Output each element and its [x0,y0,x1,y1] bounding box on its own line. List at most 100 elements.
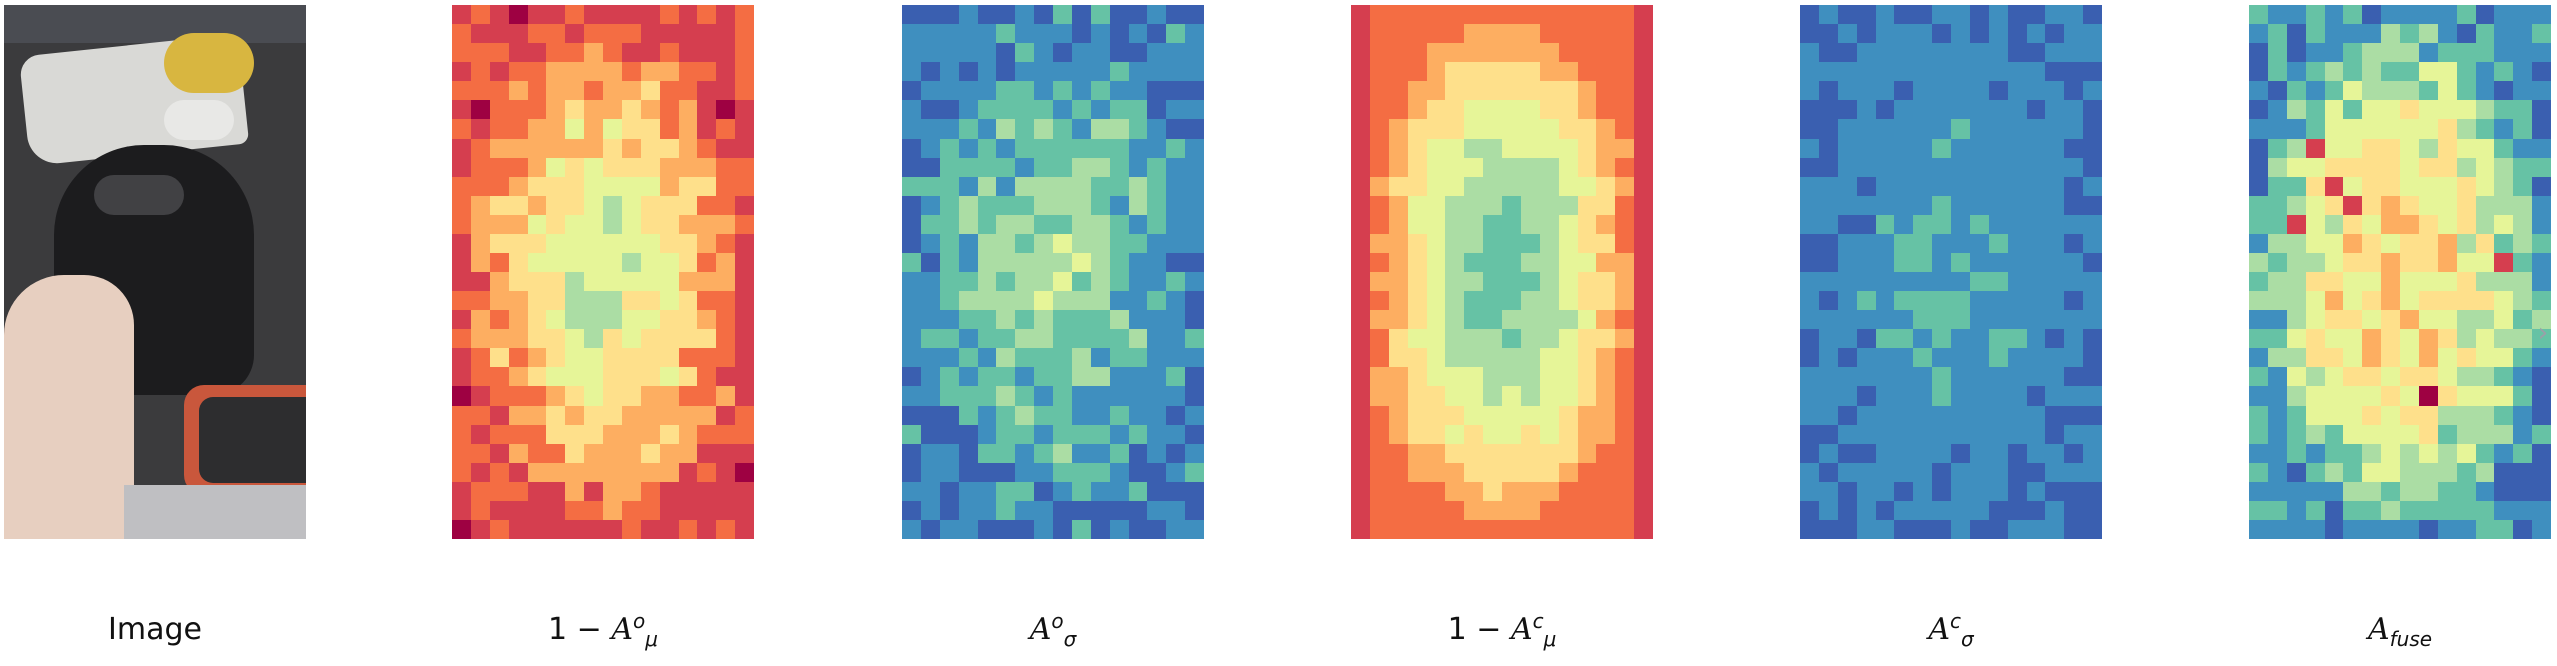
heatmap-cell [1426,24,1446,45]
heatmap-cell [902,272,921,292]
heatmap-cell [1015,500,1035,521]
heatmap-cell [977,348,997,369]
heatmap-cell [2532,481,2551,502]
heatmap-cell [565,195,585,216]
heatmap-cell [1388,252,1408,273]
heatmap-cell [716,481,736,502]
heatmap-cell [2305,81,2325,102]
heatmap-cell [1351,176,1370,197]
heatmap-cell [1951,119,1970,140]
heatmap-cell [1166,24,1186,45]
heatmap-cell [1351,405,1370,426]
heatmap-cell [1166,291,1186,312]
heatmap-cell [902,519,921,539]
heatmap-cell [508,443,528,464]
one-minus-a-mu-o-heatmap [452,5,754,539]
heatmap-cell [1875,386,1895,407]
heatmap-cell [902,81,921,102]
heatmap-cell [1034,500,1054,521]
heatmap-cell [527,119,547,140]
heatmap-cell [1969,462,1989,483]
heatmap-cell [1558,233,1578,254]
heatmap-cell [1577,424,1597,445]
heatmap-cell [1445,100,1465,121]
heatmap-cell [678,252,698,273]
heatmap-cell [958,195,978,216]
heatmap-cell [1483,519,1503,539]
heatmap-cell [1615,348,1635,369]
heatmap-cell [1464,348,1484,369]
heatmap-cell [1615,481,1635,502]
heatmap-cell [1369,214,1389,235]
heatmap-cell [470,62,490,83]
heatmap-cell [1988,157,2008,178]
heatmap-cell [489,481,509,502]
heatmap-cell [1015,157,1035,178]
heatmap-cell [1596,462,1616,483]
heatmap-cell [1932,272,1952,292]
heatmap-cell [1034,195,1054,216]
caption-a-fuse: Afuse [2249,612,2551,649]
heatmap-cell [1875,272,1895,292]
heatmap-cell [1913,367,1933,388]
heatmap-cell [565,405,585,426]
heatmap-cell [1053,367,1072,388]
heatmap-cell [1483,481,1503,502]
heatmap-cell [1166,233,1186,254]
heatmap-cell [1558,329,1578,350]
heatmap-cell [1520,5,1540,25]
heatmap-cell [489,291,509,312]
heatmap-cell [2324,5,2344,25]
heatmap-cell [546,424,566,445]
heatmap-cell [697,138,717,159]
heatmap-cell [2343,62,2363,83]
heatmap-cell [1369,348,1389,369]
heatmap-cell [2026,348,2046,369]
heatmap-cell [659,24,679,45]
heatmap-cell [1445,81,1465,102]
heatmap-cell [2381,405,2401,426]
heatmap-cell [2381,462,2401,483]
heatmap-cell [1426,100,1446,121]
heatmap-cell [977,138,997,159]
heatmap-cell [2532,272,2551,292]
heatmap-cell [1539,272,1559,292]
heatmap-cell [678,348,698,369]
heatmap-cell [1932,81,1952,102]
heatmap-cell [2007,176,2027,197]
heatmap-cell [565,443,585,464]
heatmap-cell [1166,500,1186,521]
heatmap-cell [2400,519,2419,539]
heatmap-cell [2381,100,2401,121]
heatmap-cell [2400,81,2419,102]
heatmap-cell [527,386,547,407]
heatmap-cell [1596,424,1616,445]
heatmap-cell [2362,291,2382,312]
heatmap-cell [1894,138,1914,159]
heatmap-cell [996,424,1016,445]
heatmap-cell [2475,519,2495,539]
heatmap-cell [678,195,698,216]
heatmap-cell [621,214,641,235]
heatmap-cell [1147,443,1167,464]
heatmap-cell [546,519,566,539]
heatmap-cell [2532,367,2551,388]
heatmap-cell [1800,329,1819,350]
heatmap-cell [1128,138,1148,159]
heatmap-cell [697,157,717,178]
heatmap-cell [939,367,959,388]
heatmap-cell [2305,386,2325,407]
heatmap-cell [2418,138,2438,159]
heatmap-cell [1913,81,1933,102]
heatmap-cell [1969,195,1989,216]
chevron-right-icon[interactable]: › [2537,318,2549,348]
heatmap-cell [1090,462,1110,483]
heatmap-cell [1369,119,1389,140]
heatmap-cell [2007,5,2027,25]
caption-one-minus-a-mu-o: 1 − Aoμ [452,611,754,649]
heatmap-cell [1800,252,1819,273]
heatmap-cell [716,43,736,64]
heatmap-cell [1034,367,1054,388]
heatmap-cell [527,81,547,102]
heatmap-cell [1034,62,1054,83]
